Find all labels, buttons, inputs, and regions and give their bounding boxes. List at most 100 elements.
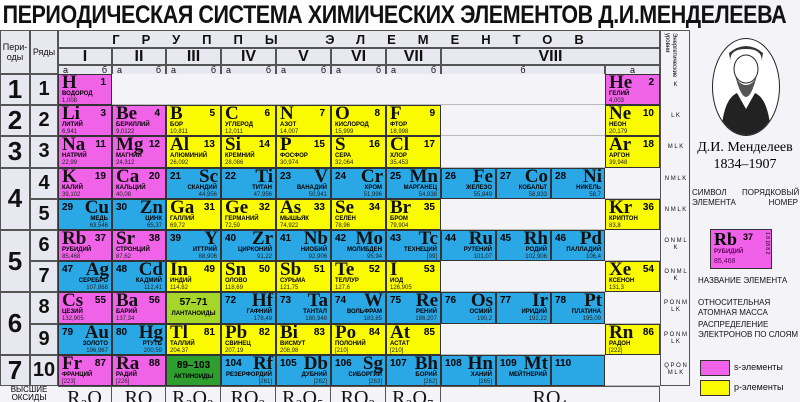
element-cell: Kr 36 КРИПТОН 83,8 bbox=[605, 198, 660, 230]
element-name: БРОМ bbox=[390, 215, 408, 222]
element-name: МЫШЬЯК bbox=[280, 215, 309, 222]
empty-cell bbox=[441, 261, 496, 293]
atomic-number: 18 bbox=[642, 139, 654, 151]
atomic-number: 15 bbox=[313, 139, 325, 151]
element-cell: Pb 82 СВИНЕЦ 207,19 bbox=[221, 323, 276, 355]
element-cell: 110 bbox=[551, 354, 605, 386]
element-cell: In 49 ИНДИЙ 114,82 bbox=[166, 261, 221, 293]
element-symbol: Ba bbox=[116, 292, 139, 312]
period-label: 6 bbox=[0, 292, 30, 355]
empty-cell bbox=[496, 323, 551, 355]
atomic-number: 105 bbox=[280, 357, 297, 369]
element-cell: Se 34 СЕЛЕН 78,96 bbox=[331, 198, 386, 230]
atomic-number: 32 bbox=[258, 201, 270, 213]
element-cell: Sn 50 ОЛОВО 118,69 bbox=[221, 261, 276, 293]
energy-levels: N M L K bbox=[664, 206, 687, 213]
atomic-mass: 74,922 bbox=[280, 222, 299, 229]
atomic-mass: 69,72 bbox=[170, 222, 186, 229]
element-cell: Fe 26 ЖЕЛЕЗО 55,849 bbox=[441, 167, 496, 199]
element-cell: W 74 ВОЛЬФРАМ 183,85 bbox=[331, 292, 386, 324]
energy-levels: N M L K bbox=[664, 175, 687, 182]
empty-cell bbox=[112, 74, 166, 106]
element-name: КРИПТОН bbox=[609, 215, 638, 222]
atomic-mass: 40,08 bbox=[116, 191, 132, 198]
atomic-mass: 28,086 bbox=[225, 160, 244, 167]
element-symbol: Fr bbox=[62, 354, 83, 374]
atomic-number: 42 bbox=[335, 233, 347, 244]
legend-s-label: s-элементы bbox=[734, 362, 783, 372]
atomic-number: 23 bbox=[280, 170, 292, 182]
key-number: 37 bbox=[743, 232, 754, 242]
subgroup-b: б bbox=[265, 65, 271, 75]
element-symbol: Co bbox=[524, 167, 548, 187]
atomic-number: 33 bbox=[313, 201, 325, 213]
atomic-mass: 72,59 bbox=[225, 222, 241, 229]
element-name: СЕЛЕН bbox=[335, 215, 356, 222]
atomic-number: 78 bbox=[555, 295, 567, 307]
row-label: 6 bbox=[30, 230, 58, 262]
oxide-formula: RO₄ bbox=[441, 386, 660, 402]
atomic-mass: 51,996 bbox=[363, 191, 382, 198]
atomic-mass: 178,49 bbox=[253, 316, 272, 323]
element-symbol: Os bbox=[470, 292, 493, 312]
atomic-mass: 32,064 bbox=[335, 160, 354, 167]
element-symbol: Mg bbox=[116, 136, 144, 156]
element-cell: He 2 ГЕЛИЙ 4,003 bbox=[605, 74, 660, 106]
subgroup-a: а bbox=[63, 65, 69, 75]
row-label: 9 bbox=[30, 323, 58, 355]
element-cell: As 33 МЫШЬЯК 74,922 bbox=[276, 198, 331, 230]
periods-header: Пери-оды bbox=[0, 30, 30, 74]
atomic-mass: 47,956 bbox=[253, 191, 272, 198]
element-cell: Ba 56 БАРИЙ 137,34 bbox=[112, 292, 166, 324]
page-title: ПЕРИОДИЧЕСКАЯ СИСТЕМА ХИМИЧЕСКИХ ЭЛЕМЕНТ… bbox=[0, 0, 787, 30]
mendeleev-portrait bbox=[712, 38, 780, 136]
element-cell: Rn 86 РАДОН [222] bbox=[605, 323, 660, 355]
oxide-formula: RO₃ bbox=[331, 386, 386, 402]
series-name: ЛАНТАНОИДЫ bbox=[171, 311, 216, 318]
group-header-II: II bbox=[112, 48, 166, 65]
atomic-number: 52 bbox=[368, 264, 380, 276]
atomic-mass: 131,3 bbox=[609, 285, 625, 292]
element-name: ВОЛЬФРАМ bbox=[346, 309, 382, 316]
atomic-mass: 192,22 bbox=[528, 316, 547, 323]
atomic-number: 87 bbox=[94, 357, 106, 369]
key-shells: 1 8 18 8 2 bbox=[764, 232, 770, 255]
element-name: ЛИТИЙ bbox=[62, 122, 83, 129]
atomic-mass: 183,85 bbox=[363, 316, 382, 323]
element-cell: Os 76 ОСМИЙ 190,2 bbox=[441, 292, 496, 324]
element-cell: Cr 24 ХРОМ 51,996 bbox=[331, 167, 386, 199]
empty-cell bbox=[166, 74, 221, 106]
atomic-number: 106 bbox=[335, 357, 352, 369]
atomic-number: 10 bbox=[642, 108, 654, 120]
empty-cell bbox=[331, 74, 386, 106]
atomic-number: 54 bbox=[642, 264, 654, 276]
atomic-mass: 87,62 bbox=[116, 254, 132, 260]
element-cell: Pd 46 ПАЛЛАДИЙ 106,4 bbox=[551, 230, 605, 262]
element-cell: Mn 25 МАРГАНЕЦ 54,938 bbox=[386, 167, 441, 199]
element-name: НЕОН bbox=[609, 122, 627, 129]
atomic-mass: [223] bbox=[62, 378, 76, 385]
atomic-number: 88 bbox=[148, 357, 160, 369]
atomic-number: 47 bbox=[62, 264, 74, 276]
atomic-mass: 195,09 bbox=[582, 316, 601, 323]
energy-levels: Q P O N M L K bbox=[664, 362, 687, 376]
atomic-number: 28 bbox=[555, 170, 567, 182]
atomic-mass: 79,904 bbox=[390, 222, 409, 229]
empty-cell bbox=[386, 74, 441, 106]
element-cell: Cu 29 МЕДЬ 63,546 bbox=[58, 198, 112, 230]
series-range: 57–71 bbox=[179, 297, 208, 309]
element-symbol: Tc bbox=[418, 230, 438, 249]
energy-levels: P O N M L K bbox=[664, 331, 687, 345]
element-symbol: C bbox=[225, 105, 239, 125]
element-name: ВОДОРОД bbox=[62, 91, 93, 97]
atomic-number: 13 bbox=[203, 139, 215, 151]
element-cell: Br 35 БРОМ 79,904 bbox=[386, 198, 441, 230]
atomic-mass: 190,2 bbox=[476, 316, 492, 323]
element-name: КОБАЛЬТ bbox=[518, 184, 547, 191]
element-cell: Ru 44 РУТЕНИЙ 101,07 bbox=[441, 230, 496, 262]
period-label: 1 bbox=[0, 74, 30, 106]
atomic-mass: 20,179 bbox=[609, 129, 628, 136]
empty-cell bbox=[441, 198, 496, 230]
atomic-mass: 1,008 bbox=[62, 98, 78, 104]
element-name: АРГОН bbox=[609, 153, 630, 160]
